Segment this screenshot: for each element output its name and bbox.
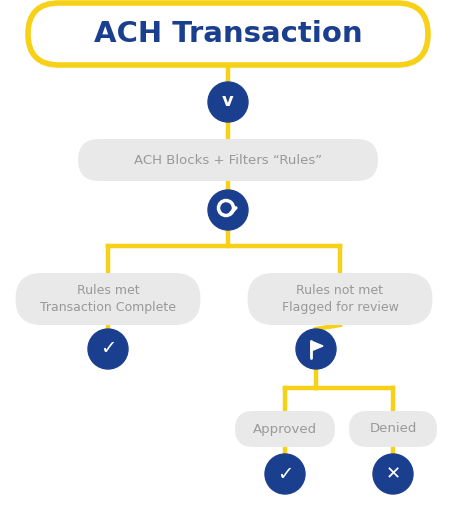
Text: Approved: Approved bbox=[253, 422, 317, 436]
Text: Rules not met
Flagged for review: Rules not met Flagged for review bbox=[282, 284, 399, 314]
Text: v: v bbox=[222, 92, 234, 110]
Text: ACH Blocks + Filters “Rules”: ACH Blocks + Filters “Rules” bbox=[134, 154, 322, 167]
Text: ACH Transaction: ACH Transaction bbox=[94, 20, 362, 48]
Polygon shape bbox=[311, 341, 323, 351]
FancyBboxPatch shape bbox=[349, 411, 437, 447]
FancyBboxPatch shape bbox=[28, 3, 428, 65]
Circle shape bbox=[88, 329, 128, 369]
FancyBboxPatch shape bbox=[16, 273, 201, 325]
Circle shape bbox=[373, 454, 413, 494]
Text: ✓: ✓ bbox=[277, 464, 293, 484]
FancyBboxPatch shape bbox=[235, 411, 335, 447]
Text: Rules met
Transaction Complete: Rules met Transaction Complete bbox=[40, 284, 176, 314]
Circle shape bbox=[208, 190, 248, 230]
Circle shape bbox=[265, 454, 305, 494]
Text: Denied: Denied bbox=[369, 422, 417, 436]
FancyBboxPatch shape bbox=[248, 273, 432, 325]
FancyBboxPatch shape bbox=[78, 139, 378, 181]
Text: ✓: ✓ bbox=[100, 339, 116, 359]
Text: ✕: ✕ bbox=[385, 465, 401, 483]
Circle shape bbox=[208, 82, 248, 122]
Circle shape bbox=[296, 329, 336, 369]
